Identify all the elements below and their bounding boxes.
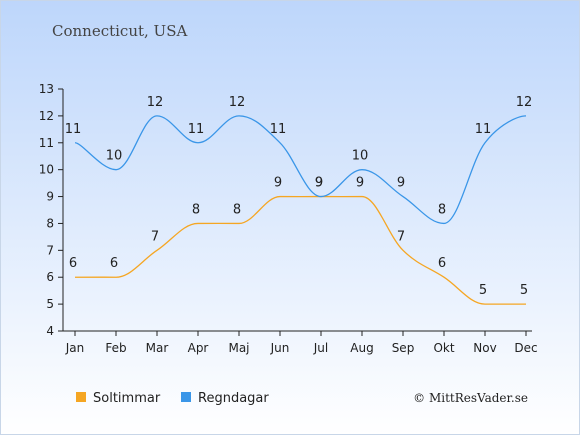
data-label-soltimmar: 6 — [438, 256, 446, 271]
data-label-soltimmar: 9 — [315, 176, 323, 191]
y-tick-label: 7 — [46, 243, 54, 257]
x-tick-label: Sep — [392, 341, 415, 355]
x-tick-label: Maj — [228, 341, 249, 355]
series-line-regndagar — [74, 115, 527, 225]
y-tick-label: 9 — [46, 190, 54, 204]
chart-title: Connecticut, USA — [52, 22, 187, 40]
x-tick-label: Jan — [65, 341, 85, 355]
y-tick-label: 4 — [46, 324, 54, 338]
legend: Soltimmar Regndagar — [76, 391, 269, 406]
x-tick-label: Aug — [350, 341, 373, 355]
data-label-soltimmar: 9 — [356, 176, 364, 191]
series-layer — [74, 115, 527, 305]
data-label-soltimmar: 6 — [69, 256, 77, 271]
data-label-soltimmar: 5 — [479, 283, 487, 298]
x-tick-label: Jun — [270, 341, 290, 355]
legend-swatch-regndagar — [181, 392, 191, 402]
data-label-soltimmar: 5 — [520, 283, 528, 298]
y-tick-label: 11 — [39, 136, 54, 150]
data-label-soltimmar: 9 — [274, 176, 282, 191]
legend-swatch-soltimmar — [76, 392, 86, 402]
series-line-soltimmar — [74, 195, 527, 305]
data-label-regndagar: 9 — [397, 176, 405, 191]
y-tick-label: 5 — [46, 297, 54, 311]
legend-label-soltimmar: Soltimmar — [93, 391, 161, 406]
data-label-regndagar: 12 — [516, 95, 533, 110]
data-label-regndagar: 11 — [270, 122, 287, 137]
data-label-regndagar: 12 — [229, 95, 246, 110]
data-label-regndagar: 9 — [315, 176, 323, 191]
y-tick-label: 12 — [39, 109, 54, 123]
data-label-regndagar: 11 — [65, 122, 82, 137]
y-tick-label: 13 — [39, 82, 54, 96]
data-label-regndagar: 10 — [352, 149, 369, 164]
legend-label-regndagar: Regndagar — [198, 391, 269, 406]
y-tick-label: 8 — [46, 216, 54, 230]
y-tick-label: 6 — [46, 270, 54, 284]
x-tick-label: Mar — [146, 341, 169, 355]
data-label-regndagar: 12 — [147, 95, 164, 110]
x-tick-label: Jul — [313, 341, 328, 355]
credit-text: © MittResVader.se — [413, 391, 528, 405]
x-tick-label: Apr — [188, 341, 209, 355]
data-label-regndagar: 11 — [475, 122, 492, 137]
data-label-regndagar: 8 — [438, 202, 446, 217]
data-label-soltimmar: 6 — [110, 256, 118, 271]
data-label-soltimmar: 7 — [397, 229, 405, 244]
data-label-soltimmar: 8 — [192, 202, 200, 217]
x-tick-label: Dec — [514, 341, 537, 355]
data-label-soltimmar: 7 — [151, 229, 159, 244]
axes: 4 5 6 7 8 9 10 11 12 13 Jan Feb Mar Apr Maj Jun Jul Aug Se… — [39, 82, 538, 355]
data-label-regndagar: 10 — [106, 149, 123, 164]
x-tick-label: Nov — [473, 341, 496, 355]
x-tick-label: Feb — [105, 341, 126, 355]
y-tick-label: 10 — [39, 163, 54, 177]
x-tick-label: Okt — [433, 341, 454, 355]
data-label-soltimmar: 8 — [233, 202, 241, 217]
data-label-regndagar: 11 — [188, 122, 205, 137]
